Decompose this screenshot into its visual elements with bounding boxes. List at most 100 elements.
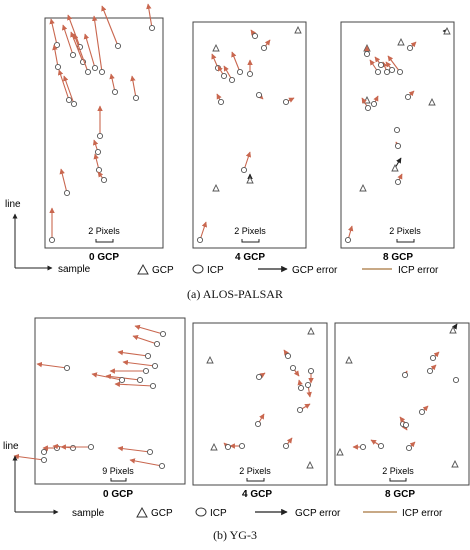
frame-a-4gcp bbox=[192, 21, 307, 249]
icp-marker bbox=[370, 100, 378, 108]
icp-marker bbox=[96, 132, 104, 140]
icp-marker bbox=[136, 376, 144, 384]
icp-marker bbox=[54, 63, 62, 71]
gcp-marker bbox=[451, 459, 459, 468]
icp-marker bbox=[70, 100, 78, 108]
icp-error-vector bbox=[91, 15, 103, 73]
icp-marker bbox=[69, 51, 77, 59]
icp-error-vector bbox=[243, 151, 252, 171]
gcp-marker bbox=[210, 442, 218, 451]
icp-marker bbox=[377, 442, 385, 450]
scale-label: 2 Pixels bbox=[88, 226, 120, 236]
icp-marker bbox=[224, 443, 232, 451]
legend-gcp: GCP bbox=[151, 508, 173, 519]
icp-error-vector bbox=[52, 44, 59, 68]
icp-error-vector bbox=[132, 334, 158, 345]
gcp-marker bbox=[345, 355, 353, 364]
gcp-marker bbox=[428, 97, 436, 106]
icp-marker bbox=[151, 362, 159, 370]
icp-marker bbox=[393, 126, 401, 134]
icp-error-vector bbox=[91, 372, 123, 381]
triangle-icon bbox=[137, 263, 149, 275]
icp-marker bbox=[383, 68, 391, 76]
icp-marker bbox=[363, 50, 371, 58]
icp-marker bbox=[394, 142, 402, 150]
icp-error-vector bbox=[49, 18, 58, 46]
icp-marker bbox=[251, 32, 259, 40]
icp-marker bbox=[65, 96, 73, 104]
scale-label: 2 Pixels bbox=[382, 466, 414, 476]
scale-label: 2 Pixels bbox=[389, 226, 421, 236]
axis-label-sample: sample bbox=[58, 264, 91, 275]
icp-marker bbox=[396, 68, 404, 76]
icp-marker bbox=[48, 236, 56, 244]
icp-marker bbox=[418, 408, 426, 416]
icp-marker bbox=[114, 42, 122, 50]
icp-marker bbox=[98, 68, 106, 76]
icp-error-vector bbox=[67, 14, 81, 48]
caption-b: (b) YG-3 bbox=[213, 528, 257, 542]
axis-label-sample: sample bbox=[72, 508, 105, 519]
icp-marker bbox=[297, 384, 305, 392]
icp-error-vector bbox=[231, 51, 241, 73]
panel-b: 9 Pixels 2 Pixels 2 Pixels 0 GCP 4 GCP 8… bbox=[3, 317, 470, 519]
gcp-marker bbox=[443, 26, 451, 35]
icp-error-vector bbox=[109, 73, 116, 93]
icp-marker bbox=[401, 371, 409, 379]
scale-bar-a-0: 2 Pixels bbox=[88, 226, 120, 243]
icp-marker bbox=[236, 68, 244, 76]
legend-gcp-error: GCP error bbox=[295, 508, 341, 519]
icp-marker bbox=[69, 444, 77, 452]
axis-indicator-b: line sample bbox=[3, 441, 105, 519]
icp-marker bbox=[87, 443, 95, 451]
icp-marker bbox=[246, 70, 254, 78]
legend-b: GCP ICP GCP error ICP error bbox=[136, 506, 443, 519]
icp-error-vector bbox=[63, 75, 75, 105]
icp-marker bbox=[344, 236, 352, 244]
legend-a: GCP ICP GCP error ICP error bbox=[137, 263, 439, 276]
gcp-marker bbox=[307, 326, 315, 335]
scale-bar-a-4: 2 Pixels bbox=[234, 226, 266, 243]
icp-marker bbox=[240, 166, 248, 174]
gcp-marker bbox=[212, 183, 220, 192]
gcp-marker bbox=[391, 163, 399, 172]
icp-error-vector bbox=[114, 381, 154, 388]
gcp-marker bbox=[359, 183, 367, 192]
icp-error-vector bbox=[122, 359, 156, 367]
frame-b-8gcp bbox=[334, 322, 470, 486]
panel-a: 2 Pixels 2 Pixels 2 Pixels 0 GCP 4 GCP 8… bbox=[5, 3, 455, 276]
icp-marker bbox=[282, 98, 290, 106]
icp-marker bbox=[402, 421, 410, 429]
gcp-marker bbox=[397, 37, 405, 46]
icp-error-vector bbox=[70, 31, 84, 63]
icp-marker bbox=[149, 382, 157, 390]
icp-marker bbox=[220, 72, 228, 80]
icp-marker bbox=[307, 367, 315, 375]
icp-marker bbox=[452, 376, 460, 384]
scale-label: 2 Pixels bbox=[239, 466, 271, 476]
icp-marker bbox=[282, 442, 290, 450]
subplot-label-b-0: 0 GCP bbox=[103, 489, 133, 500]
axis-indicator-a: line sample bbox=[5, 199, 91, 275]
icp-marker bbox=[296, 406, 304, 414]
icp-marker bbox=[374, 68, 382, 76]
subplot-label-b-4: 4 GCP bbox=[242, 489, 272, 500]
icp-error-vector bbox=[36, 361, 68, 369]
icp-marker bbox=[95, 166, 103, 174]
subplot-label-a-8: 8 GCP bbox=[383, 252, 413, 263]
icp-error-vector bbox=[387, 55, 401, 73]
icp-marker bbox=[40, 456, 48, 464]
icp-marker bbox=[146, 448, 154, 456]
icp-marker bbox=[132, 94, 140, 102]
icp-error-vector bbox=[13, 453, 45, 461]
icp-marker bbox=[255, 91, 263, 99]
vectors-b-4gcp bbox=[206, 326, 315, 469]
icp-error-vector bbox=[129, 458, 163, 467]
subplot-label-a-4: 4 GCP bbox=[235, 252, 265, 263]
icp-marker bbox=[405, 444, 413, 452]
icp-error-vector bbox=[134, 324, 164, 335]
icp-marker bbox=[94, 148, 102, 156]
vectors-a-8gcp bbox=[344, 26, 451, 244]
icp-error-vector bbox=[101, 5, 119, 47]
